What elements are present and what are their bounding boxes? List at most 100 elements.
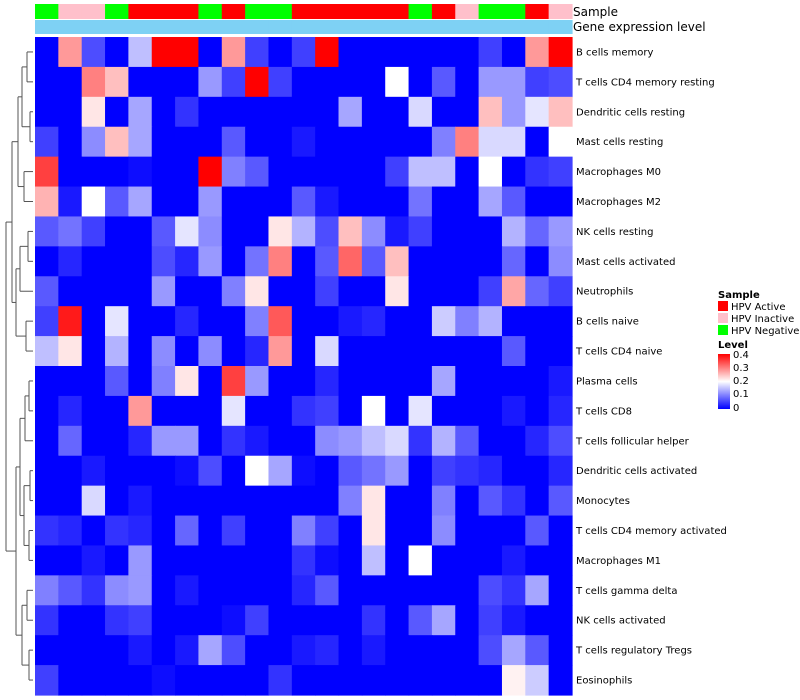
heatmap-cell bbox=[455, 515, 480, 547]
heatmap-cell bbox=[105, 216, 129, 247]
level-legend-title: Level bbox=[718, 340, 748, 351]
heatmap-cell bbox=[385, 425, 410, 457]
heatmap-cell bbox=[198, 306, 223, 337]
expression-annotation-cell bbox=[175, 20, 200, 34]
heatmap-cell bbox=[501, 455, 526, 487]
heatmap-cell bbox=[501, 545, 526, 576]
heatmap-cell bbox=[291, 635, 316, 666]
heatmap-cell bbox=[221, 545, 246, 576]
row-label: Dendritic cells activated bbox=[576, 466, 697, 477]
sample-legend-label-negative: HPV Negative bbox=[731, 326, 799, 337]
heatmap-cell bbox=[245, 635, 270, 666]
heatmap-cell bbox=[548, 366, 573, 397]
heatmap-cell bbox=[408, 575, 433, 606]
heatmap-cell bbox=[221, 455, 246, 487]
heatmap-cell bbox=[268, 366, 293, 397]
heatmap-cell bbox=[525, 545, 550, 576]
heatmap-cell bbox=[268, 545, 293, 576]
heatmap-cell bbox=[525, 336, 550, 367]
heatmap-cell bbox=[361, 126, 386, 158]
heatmap-cell bbox=[525, 126, 550, 158]
heatmap-cell bbox=[221, 96, 246, 128]
heatmap-cell bbox=[245, 395, 270, 427]
heatmap-cell bbox=[385, 306, 410, 337]
heatmap-cell bbox=[175, 395, 200, 427]
heatmap-cell bbox=[501, 186, 526, 218]
heatmap-cell bbox=[385, 665, 410, 696]
heatmap-cell bbox=[151, 156, 176, 188]
heatmap-cell bbox=[408, 246, 433, 277]
heatmap-cell bbox=[128, 515, 153, 547]
row-label: Eosinophils bbox=[576, 676, 632, 687]
expression-annotation-cell bbox=[268, 20, 293, 34]
heatmap-cell bbox=[501, 66, 526, 98]
heatmap-cell bbox=[478, 246, 503, 277]
heatmap-cell bbox=[81, 515, 106, 547]
heatmap-cell bbox=[525, 575, 550, 606]
heatmap-cell bbox=[198, 336, 223, 367]
heatmap-cell bbox=[81, 665, 106, 696]
sample-annotation-cell bbox=[175, 4, 200, 19]
heatmap-cell bbox=[268, 96, 293, 128]
heatmap-cell bbox=[291, 395, 316, 427]
heatmap-cell bbox=[151, 575, 176, 606]
heatmap-cell bbox=[81, 366, 106, 397]
heatmap-cell bbox=[338, 455, 363, 487]
heatmap-cell bbox=[478, 186, 503, 218]
heatmap-cell bbox=[291, 665, 316, 696]
heatmap-cell bbox=[548, 665, 573, 696]
heatmap-cell bbox=[221, 425, 246, 457]
heatmap-cell bbox=[315, 366, 340, 397]
heatmap-cell bbox=[525, 395, 550, 427]
expression-annotation-cell bbox=[58, 20, 83, 34]
heatmap-cell bbox=[35, 455, 59, 487]
heatmap-cell bbox=[58, 276, 83, 307]
heatmap-cell bbox=[361, 306, 386, 337]
sample-legend-label-active: HPV Active bbox=[731, 302, 786, 313]
heatmap-cell bbox=[81, 635, 106, 666]
heatmap-cell bbox=[548, 96, 573, 128]
heatmap-cell bbox=[408, 665, 433, 696]
row-label: Macrophages M0 bbox=[576, 167, 661, 178]
heatmap-cell bbox=[268, 515, 293, 547]
sample-annotation-cell bbox=[315, 4, 340, 19]
heatmap-cell bbox=[501, 306, 526, 337]
heatmap-cell bbox=[478, 545, 503, 576]
sample-annotation-cell bbox=[58, 4, 83, 19]
heatmap-cell bbox=[151, 485, 176, 517]
heatmap-cell bbox=[455, 395, 480, 427]
heatmap-cell bbox=[455, 186, 480, 218]
heatmap-cell bbox=[338, 605, 363, 636]
heatmap-cell bbox=[315, 37, 340, 68]
heatmap-cell bbox=[198, 216, 223, 247]
heatmap-cell bbox=[151, 366, 176, 397]
row-label: B cells memory bbox=[576, 47, 653, 58]
heatmap-cell bbox=[245, 605, 270, 636]
heatmap-cell bbox=[81, 395, 106, 427]
heatmap-cell bbox=[478, 455, 503, 487]
expression-annotation-cell bbox=[385, 20, 410, 34]
heatmap-cell bbox=[361, 665, 386, 696]
heatmap-cell bbox=[151, 455, 176, 487]
heatmap-cell bbox=[58, 156, 83, 188]
row-label: NK cells activated bbox=[576, 616, 666, 627]
heatmap-cell bbox=[58, 216, 83, 247]
heatmap-cell bbox=[151, 515, 176, 547]
heatmap-cell bbox=[245, 336, 270, 367]
sample-legend-swatch-active bbox=[718, 301, 728, 311]
expression-annotation-cell bbox=[361, 20, 386, 34]
heatmap-cell bbox=[35, 575, 59, 606]
heatmap-cell bbox=[548, 37, 573, 68]
heatmap-cell bbox=[198, 96, 223, 128]
heatmap-cell bbox=[525, 156, 550, 188]
heatmap-cell bbox=[198, 515, 223, 547]
heatmap-cell bbox=[548, 455, 573, 487]
heatmap-cell bbox=[361, 246, 386, 277]
heatmap-cell bbox=[291, 455, 316, 487]
heatmap-cell bbox=[501, 425, 526, 457]
level-tick-label: 0.2 bbox=[733, 376, 749, 387]
heatmap-cell bbox=[198, 366, 223, 397]
sample-annotation-cell bbox=[221, 4, 246, 19]
heatmap-cell bbox=[548, 485, 573, 517]
column-annotation-bars bbox=[35, 4, 573, 34]
